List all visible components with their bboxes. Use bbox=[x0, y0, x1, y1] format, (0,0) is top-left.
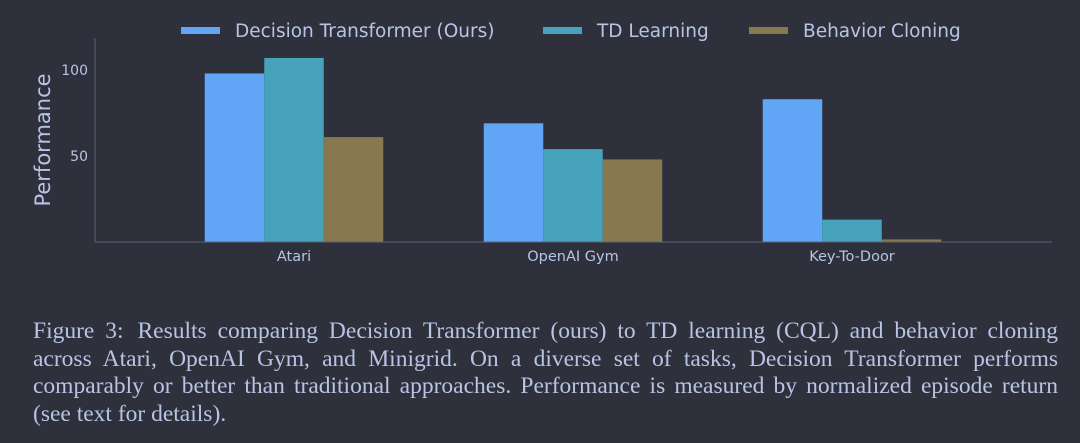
bar bbox=[543, 149, 603, 242]
bar bbox=[602, 159, 663, 242]
caption-text: Results comparing Decision Transformer (… bbox=[33, 318, 1058, 427]
x-tick-label: Key-To-Door bbox=[809, 249, 895, 265]
bar bbox=[323, 137, 384, 242]
x-tick-label: OpenAI Gym bbox=[527, 249, 618, 265]
x-axis-ticks: Atari OpenAI Gym Key-To-Door bbox=[277, 249, 895, 265]
bars bbox=[204, 57, 942, 243]
legend-swatch bbox=[749, 27, 788, 34]
caption-label: Figure 3: bbox=[33, 318, 124, 344]
legend: Decision Transformer (Ours) TD Learning Be… bbox=[181, 21, 961, 42]
bar bbox=[483, 123, 544, 242]
bar bbox=[822, 219, 882, 242]
y-axis-ticks: 50 100 bbox=[61, 63, 88, 165]
bar-chart: Decision Transformer (Ours) TD Learning Be… bbox=[31, 21, 1052, 265]
legend-label: Decision Transformer (Ours) bbox=[235, 21, 495, 42]
bar bbox=[204, 73, 265, 242]
legend-label: TD Learning bbox=[596, 21, 709, 42]
bar bbox=[762, 99, 823, 243]
y-tick-label: 50 bbox=[70, 149, 88, 165]
figure-caption: Figure 3: Results comparing Decision Tran… bbox=[33, 318, 1058, 428]
x-tick-label: Atari bbox=[277, 249, 311, 265]
legend-label: Behavior Cloning bbox=[803, 21, 961, 42]
bar bbox=[264, 57, 324, 243]
y-axis-label: Performance bbox=[31, 73, 55, 206]
legend-swatch bbox=[543, 27, 582, 34]
bar bbox=[881, 239, 942, 242]
legend-swatch bbox=[181, 27, 220, 34]
y-tick-label: 100 bbox=[61, 63, 88, 79]
